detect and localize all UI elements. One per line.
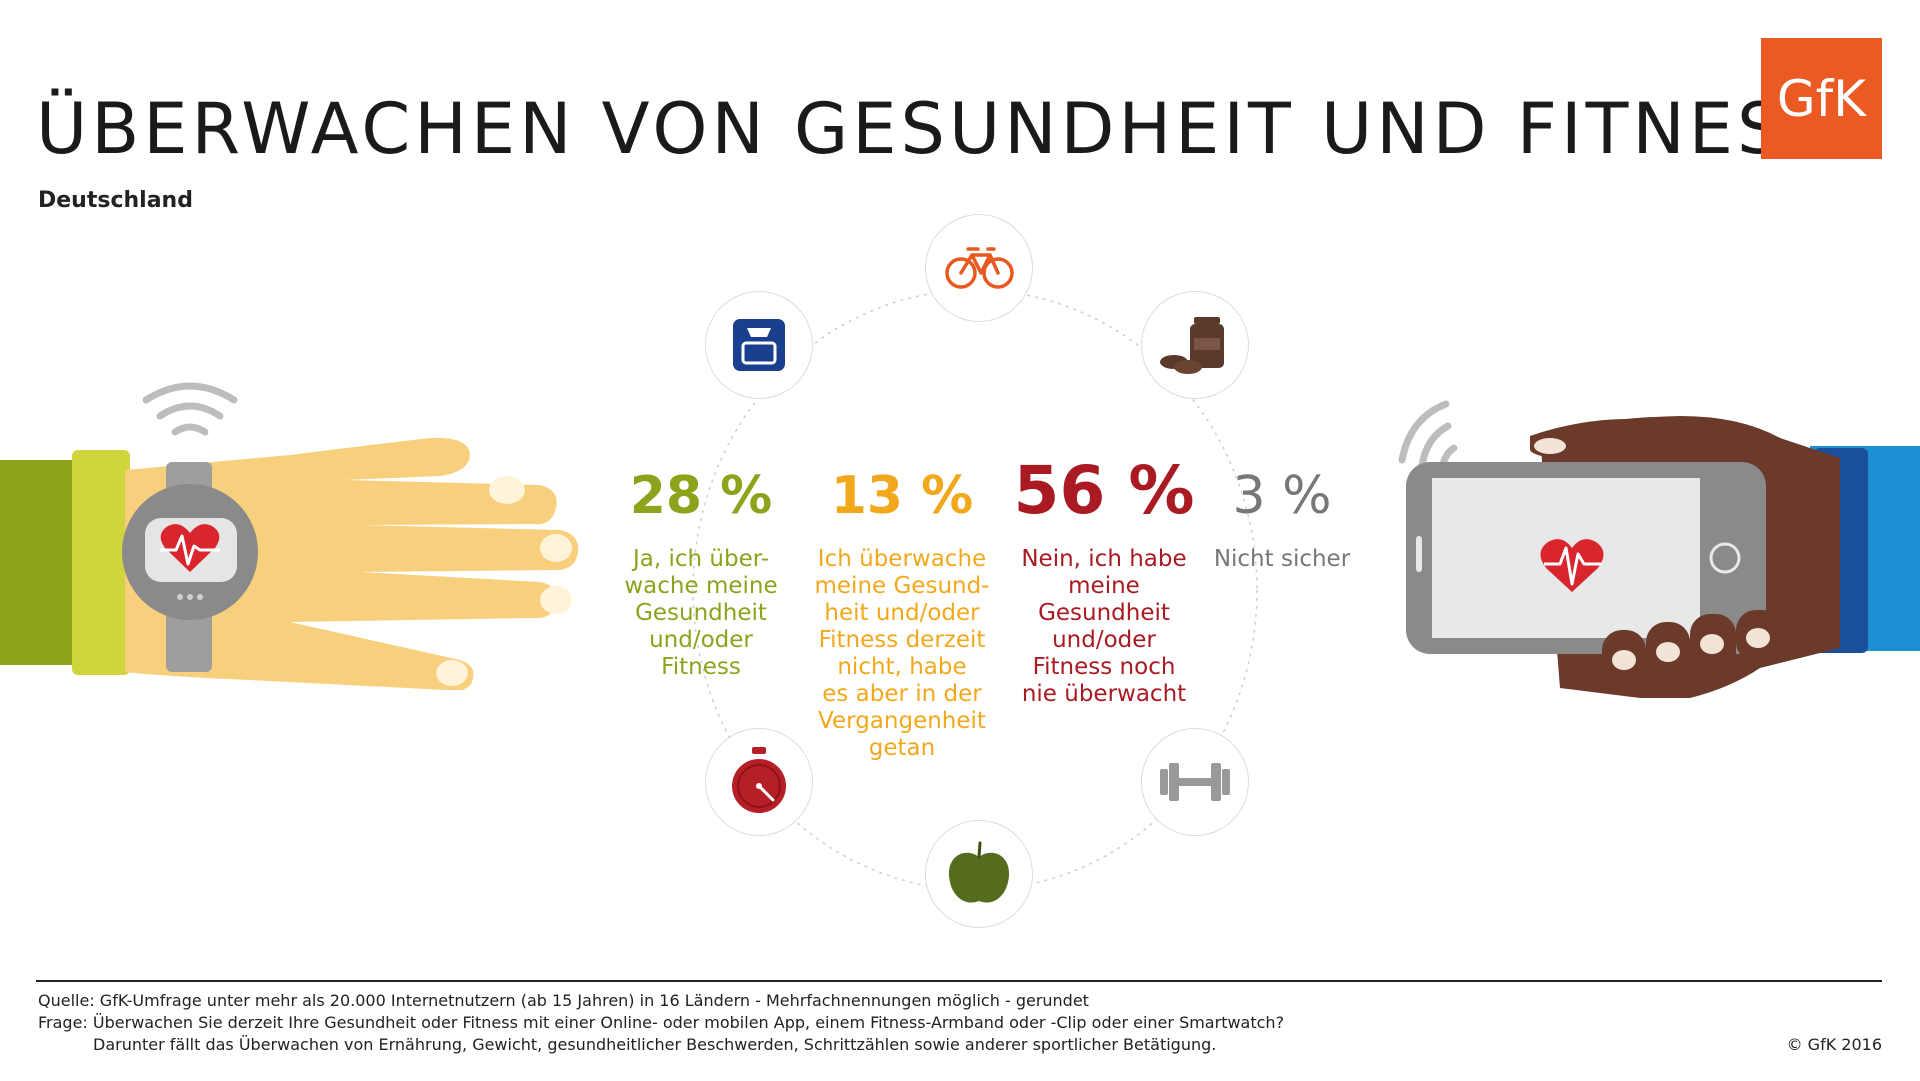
hand-with-smartphone xyxy=(1398,400,1920,698)
footer-divider xyxy=(36,980,1882,982)
stopwatch-icon xyxy=(705,728,813,836)
stat-yes-label-line: wache meine xyxy=(624,573,778,599)
stat-no-label-line: nie überwacht xyxy=(1021,681,1187,707)
dumbbell-icon xyxy=(1141,728,1249,836)
hand-with-smartwatch xyxy=(0,382,579,690)
stat-no-value: 56 % xyxy=(1013,452,1195,529)
stat-no-label-line: Fitness noch xyxy=(1032,654,1176,680)
stat-yes: 28 % Ja, ich über- wache meine Gesundhei… xyxy=(612,466,790,681)
stat-past-label-line: Fitness derzeit xyxy=(818,627,986,653)
stat-no-label-line: und/oder xyxy=(1052,627,1156,653)
bicycle-icon xyxy=(925,214,1033,322)
stat-past: 13 % Ich überwache meine Gesund- heit un… xyxy=(802,466,1002,762)
scale-icon xyxy=(705,291,813,399)
stat-past-label-line: getan xyxy=(868,735,936,761)
stat-no-label-line: Gesundheit xyxy=(1038,600,1170,626)
stat-yes-value: 28 % xyxy=(629,466,773,526)
stat-past-label-line: Vergangenheit xyxy=(818,708,986,734)
stat-no-label-line: Nein, ich habe xyxy=(1021,546,1187,572)
stat-yes-label-line: Gesundheit xyxy=(635,600,767,626)
page-subtitle: Deutschland xyxy=(38,188,193,213)
footer-question: Frage: Überwachen Sie derzeit Ihre Gesun… xyxy=(38,1013,1285,1032)
gfk-logo: GfK xyxy=(1761,38,1882,159)
stat-unsure: 3 % Nicht sicher xyxy=(1202,466,1362,573)
stat-yes-label-line: Fitness xyxy=(661,654,741,680)
stat-past-label-line: nicht, habe xyxy=(837,654,967,680)
stat-past-label-line: Ich überwache xyxy=(817,546,987,572)
footer-source: Quelle: GfK-Umfrage unter mehr als 20.00… xyxy=(38,991,1089,1010)
stat-yes-label-line: und/oder xyxy=(649,627,753,653)
footer-note: Darunter fällt das Überwachen von Ernähr… xyxy=(93,1035,1217,1054)
wifi-signal-icon xyxy=(142,382,238,436)
stat-past-label-line: heit und/oder xyxy=(824,600,980,626)
stat-past-label-line: es aber in der xyxy=(822,681,982,707)
copyright: © GfK 2016 xyxy=(1786,1035,1882,1054)
wifi-signal-icon xyxy=(1398,400,1458,474)
stat-unsure-value: 3 % xyxy=(1232,466,1332,526)
supplements-icon xyxy=(1141,291,1249,399)
stat-no: 56 % Nein, ich habe meine Gesundheit und… xyxy=(1006,455,1202,708)
stat-past-value: 13 % xyxy=(830,466,974,526)
page-title: ÜBERWACHEN VON GESUNDHEIT UND FITNESS xyxy=(36,88,1834,170)
logo-text: GfK xyxy=(1776,69,1867,128)
apple-icon xyxy=(925,820,1033,928)
stat-yes-label-line: Ja, ich über- xyxy=(632,546,770,572)
stat-past-label-line: meine Gesund- xyxy=(814,573,990,599)
stat-no-label-line: meine xyxy=(1068,573,1140,599)
stat-unsure-label-line: Nicht sicher xyxy=(1213,546,1351,572)
